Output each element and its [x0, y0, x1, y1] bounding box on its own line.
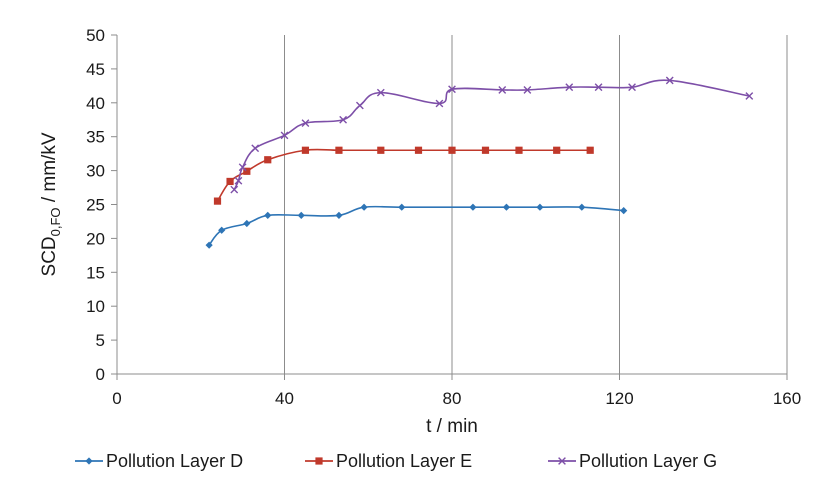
data-point [243, 219, 251, 228]
data-point [335, 211, 343, 219]
x-tick-label: 80 [443, 389, 462, 408]
y-tick-label: 35 [86, 128, 105, 147]
legend-label: Pollution Layer D [106, 451, 243, 471]
y-tick-label: 30 [86, 162, 105, 181]
y-tick-label: 40 [86, 94, 105, 113]
data-point [280, 131, 289, 140]
data-point [578, 203, 586, 211]
legend-marker [85, 457, 93, 465]
data-point [594, 83, 603, 92]
data-point [355, 101, 364, 110]
data-point [301, 146, 310, 154]
legend-item-2: Pollution Layer E [305, 451, 472, 471]
data-point [498, 86, 507, 94]
series-line [233, 79, 750, 190]
legend-marker [315, 457, 323, 465]
data-point [234, 176, 243, 185]
y-tick-label: 45 [86, 60, 105, 79]
data-point [448, 146, 456, 154]
legend: Pollution Layer D Pollution Layer E Pollut… [75, 451, 717, 471]
y-axis-label-tail: / mm/kV [39, 132, 60, 207]
data-point [523, 86, 532, 94]
legend-item-1: Pollution Layer D [75, 451, 243, 471]
data-point [745, 92, 754, 100]
series-layer [205, 76, 754, 249]
x-tick-label: 40 [275, 389, 294, 408]
y-tick-label: 0 [96, 365, 105, 384]
axes [111, 34, 788, 380]
data-point [301, 119, 310, 128]
data-point [448, 85, 456, 94]
legend-label: Pollution Layer G [579, 451, 717, 471]
data-point [553, 146, 561, 154]
y-axis-label-main: SCD [39, 236, 60, 276]
x-tick-label: 160 [773, 389, 801, 408]
data-point [243, 167, 251, 175]
data-point [628, 83, 636, 92]
data-point [565, 83, 574, 92]
data-point [502, 203, 511, 211]
data-point [377, 146, 385, 154]
data-point [226, 177, 234, 186]
data-point [230, 185, 239, 194]
series-2 [213, 146, 594, 205]
data-point [435, 99, 444, 108]
data-point [297, 211, 305, 219]
x-tick-label: 120 [605, 389, 633, 408]
data-point [251, 144, 260, 153]
legend-item-3: Pollution Layer G [548, 451, 717, 471]
series-line [216, 148, 591, 202]
x-tick-labels: 0 40 80 120 160 [112, 389, 801, 408]
data-point [360, 203, 368, 211]
data-point [665, 76, 674, 85]
x-tick-label: 0 [112, 389, 121, 408]
y-tick-labels: 0 5 10 15 20 25 30 35 40 45 50 [86, 26, 105, 384]
data-point [238, 163, 247, 172]
data-point [398, 203, 406, 211]
data-point [264, 211, 272, 219]
x-axis-label: t / min [426, 416, 478, 437]
series-1 [205, 203, 628, 249]
y-tick-label: 10 [86, 297, 105, 316]
data-point [481, 146, 490, 154]
data-point [586, 146, 594, 154]
data-point [335, 146, 343, 154]
y-tick-label: 15 [86, 263, 105, 282]
y-axis-label-sub: 0,FO [48, 207, 63, 236]
y-axis-label: SCD0,FO / mm/kV [39, 132, 63, 276]
data-point [205, 241, 213, 249]
y-tick-label: 5 [96, 331, 105, 350]
y-tick-label: 25 [86, 196, 105, 215]
data-point [218, 226, 226, 234]
y-tick-label: 50 [86, 26, 105, 45]
legend-label: Pollution Layer E [336, 451, 472, 471]
series-line [208, 205, 624, 246]
data-point [213, 197, 222, 205]
legend-marker [558, 457, 566, 465]
data-point [339, 115, 348, 124]
series-3 [230, 76, 754, 194]
data-point [414, 146, 423, 154]
data-point [264, 156, 272, 164]
data-point [515, 146, 523, 154]
data-point [469, 203, 477, 211]
data-point [376, 88, 385, 97]
data-point [536, 203, 544, 211]
y-tick-label: 20 [86, 229, 105, 248]
data-point [620, 207, 628, 215]
